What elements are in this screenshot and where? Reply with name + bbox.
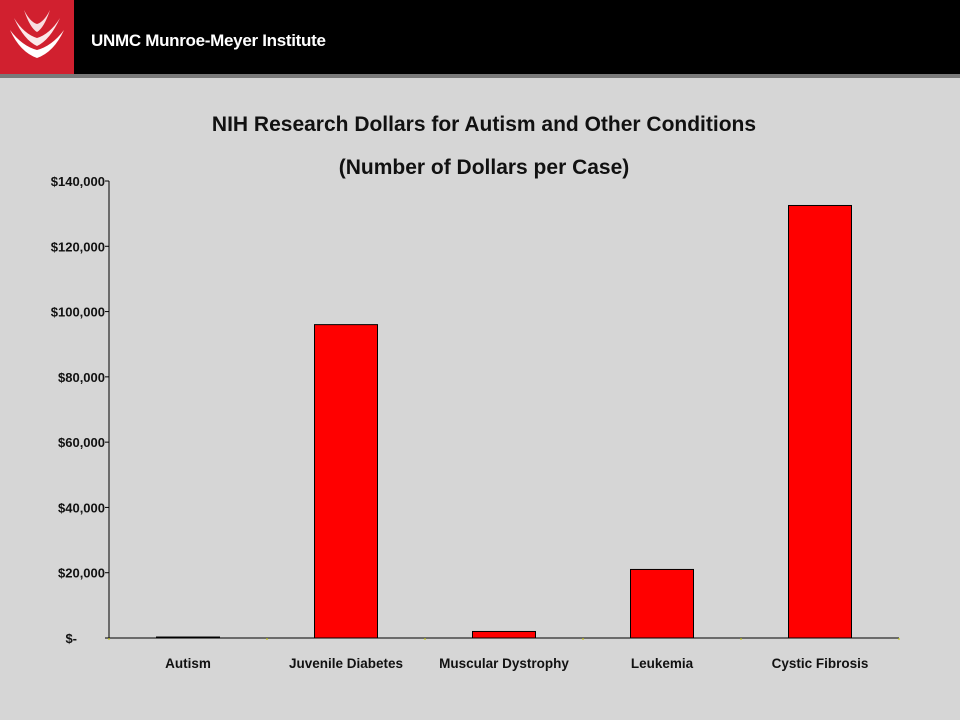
x-category-label: Leukemia [631,656,694,671]
x-category-label: Cystic Fibrosis [772,656,869,671]
swoosh-logo-icon [10,10,64,58]
bar-cystic-fibrosis [788,204,852,639]
header-divider [0,74,960,78]
bar-leukemia [630,568,694,639]
x-category-label: Autism [165,656,211,671]
chart-title: NIH Research Dollars for Autism and Othe… [211,113,757,136]
y-tick-labels: $- $20,000 $40,000 $60,000 $80,000 $100,000 $1… [51,174,105,646]
header-bar [0,0,960,74]
y-tick-label: $80,000 [58,370,105,385]
unmc-logo [0,0,74,74]
y-tick-label: $40,000 [58,500,105,515]
chart-subtitle: (Number of Dollars per Case) [338,156,630,179]
bar-autism [156,636,220,639]
organization-name: UNMC Munroe-Meyer Institute [91,31,326,50]
y-tick-label: $20,000 [58,566,105,581]
y-tick-label: $- [65,631,77,646]
chart-axes [105,180,900,640]
bar-muscular-dystrophy [472,630,536,639]
bar-juvenile-diabetes [314,324,378,639]
x-category-label: Muscular Dystrophy [439,656,569,671]
y-tick-label: $120,000 [51,239,105,254]
x-category-labels: Autism Juvenile Diabetes Muscular Dystroph… [165,656,868,671]
y-tick-label: $140,000 [51,174,105,189]
x-category-label: Juvenile Diabetes [289,656,403,671]
y-tick-label: $60,000 [58,435,105,450]
chart-bars [156,204,852,639]
y-tick-label: $100,000 [51,305,105,320]
